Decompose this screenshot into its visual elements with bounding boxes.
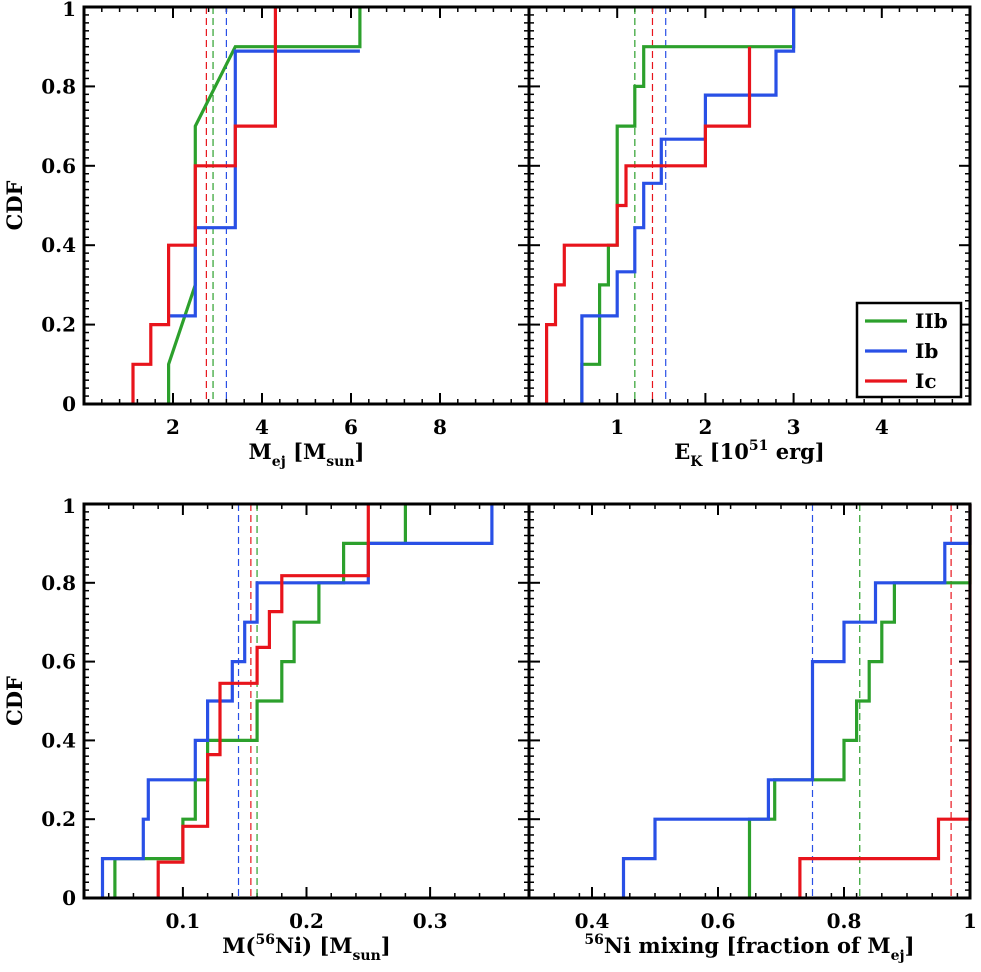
x-label-end: ]	[381, 933, 391, 958]
x-axis-label: 56Ni mixing [fraction of Mej]	[584, 932, 914, 964]
y-tick-label: 0.4	[41, 233, 76, 257]
x-label-mid: [M	[286, 439, 327, 464]
x-tick-label: 0.4	[575, 909, 610, 933]
x-label-end: erg]	[768, 439, 824, 464]
y-tick-label: 0	[62, 392, 76, 416]
x-tick-label: 6	[344, 415, 358, 439]
x-tick-label: 2	[166, 415, 180, 439]
x-tick-label: 1	[610, 415, 624, 439]
x-label-main: M(	[222, 933, 255, 958]
cdf-series-iib	[113, 504, 407, 898]
x-label-sup: 56	[255, 932, 274, 948]
legend-label-iib: IIb	[915, 309, 948, 333]
cdf-series-ic	[156, 504, 370, 898]
y-tick-label: 0.2	[41, 807, 76, 831]
x-tick-label: 4	[875, 415, 889, 439]
x-label-main: M	[249, 439, 272, 464]
x-label-end: ]	[905, 933, 915, 958]
cdf-series-ib	[100, 504, 494, 898]
plot-frame	[82, 502, 531, 900]
x-tick-label: 1	[963, 909, 977, 933]
x-label-mid: Ni mixing [fraction of M	[604, 933, 891, 958]
y-tick-label: 1	[62, 0, 76, 21]
cdf-series-ib	[168, 49, 360, 318]
legend-label-ib: Ib	[915, 339, 938, 363]
x-label-sub: ej	[891, 948, 905, 964]
cdf-series-ic	[131, 7, 277, 404]
cdf-series-iib	[580, 7, 796, 404]
cdf-series-ic	[544, 46, 752, 404]
y-axis-label: CDF	[2, 676, 27, 726]
cdf-series-iib	[167, 7, 362, 404]
x-axis-label: EK [1051 erg]	[674, 438, 825, 470]
plot-frame	[527, 502, 972, 900]
y-axis-label: CDF	[2, 180, 27, 230]
y-tick-label: 0.8	[41, 74, 76, 98]
x-label-sup: 51	[749, 438, 768, 454]
y-tick-label: 0.2	[41, 313, 76, 337]
cdf-series-ib	[580, 7, 796, 404]
x-label-main: E	[674, 439, 690, 464]
x-label-end: ]	[355, 439, 365, 464]
x-tick-label: 0.3	[413, 909, 448, 933]
x-tick-label: 0.8	[827, 909, 862, 933]
x-label-sub2: sun	[326, 454, 354, 470]
x-axis-label: M(56Ni) [Msun]	[222, 932, 390, 964]
legend-label-ic: Ic	[915, 369, 937, 393]
x-tick-label: 8	[433, 415, 447, 439]
plot-marks-layer	[82, 5, 972, 900]
x-label-sub: sun	[353, 948, 381, 964]
x-label-sub: ej	[272, 454, 286, 470]
plot-frame	[527, 5, 972, 406]
x-tick-label: 3	[787, 415, 801, 439]
x-tick-label: 0.1	[165, 909, 200, 933]
y-tick-label: 0.4	[41, 728, 76, 752]
x-tick-label: 0.6	[701, 909, 736, 933]
x-label-sub: K	[690, 454, 703, 470]
x-label-sup: 56	[584, 932, 603, 948]
x-tick-label: 2	[698, 415, 712, 439]
y-tick-label: 0.8	[41, 571, 76, 595]
y-tick-label: 0.6	[41, 154, 76, 178]
x-tick-label: 4	[255, 415, 269, 439]
cdf-series-iib	[747, 504, 972, 898]
y-tick-label: 0.6	[41, 650, 76, 674]
x-label-mid: [10	[702, 439, 748, 464]
x-axis-label: Mej [Msun]	[249, 439, 365, 470]
cdf-series-ib	[621, 504, 972, 898]
x-label-mid: Ni) [M	[275, 933, 353, 958]
y-tick-label: 0	[62, 886, 76, 910]
y-tick-label: 1	[62, 494, 76, 518]
x-tick-label: 0.2	[289, 909, 324, 933]
